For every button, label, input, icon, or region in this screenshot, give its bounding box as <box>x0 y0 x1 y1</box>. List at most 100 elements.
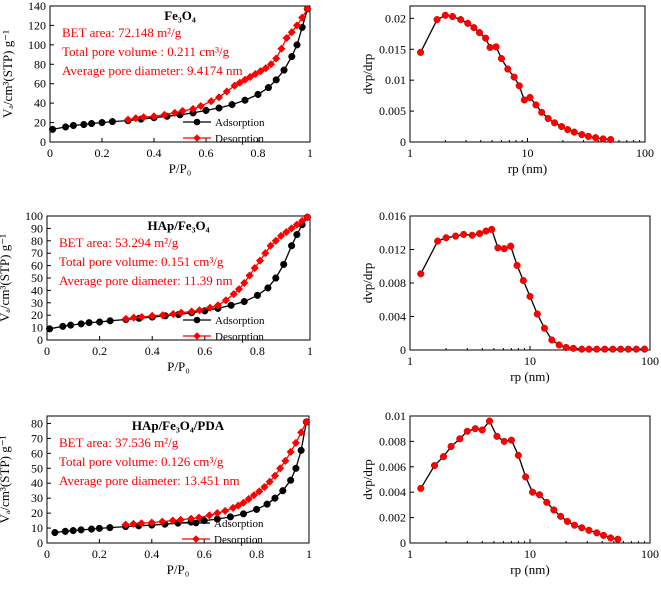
data-point <box>187 307 196 316</box>
data-point <box>87 525 96 533</box>
x-tick-label: 0.6 <box>199 146 214 160</box>
y-tick-label: 10 <box>31 321 43 335</box>
x-tick-label: 0.6 <box>197 344 212 358</box>
data-point <box>609 345 617 353</box>
data-point <box>251 69 260 79</box>
y-axis-label: dvp/drp <box>360 459 375 499</box>
data-point <box>570 521 579 529</box>
data-point <box>417 270 425 278</box>
y-tick-label: 40 <box>31 476 43 490</box>
data-point <box>46 325 54 333</box>
data-point <box>240 278 249 288</box>
data-point <box>282 33 291 43</box>
data-point <box>77 320 85 328</box>
chart-iso1: 0 20 40 60 80 100 120 140 0 0.2 0.4 0.6 0.8 1 P/P₀ Vₐ/c… <box>0 0 313 176</box>
y-tick-label: 0 <box>400 536 406 550</box>
data-point <box>513 261 521 269</box>
annotation-text: BET area: 72.148 m²/g <box>62 25 182 40</box>
data-point <box>227 301 235 309</box>
y-tick-label: 80 <box>34 57 46 71</box>
data-point <box>250 263 259 273</box>
data-point <box>433 16 441 24</box>
legend-marker <box>192 519 200 527</box>
x-axis-label: rp (nm) <box>510 369 549 384</box>
data-point <box>158 517 167 526</box>
data-point <box>282 227 291 237</box>
data-point <box>176 308 186 317</box>
data-point <box>441 11 449 19</box>
y-tick-label: 20 <box>31 506 43 520</box>
data-point <box>59 322 67 330</box>
y-tick-label: 0.012 <box>379 243 406 257</box>
data-point <box>456 435 464 443</box>
data-point <box>303 213 312 222</box>
y-tick-label: 0 <box>37 333 43 347</box>
data-point <box>617 345 625 353</box>
data-point <box>494 244 502 252</box>
data-point <box>493 432 501 440</box>
data-point <box>475 29 484 37</box>
data-point <box>80 120 88 129</box>
x-tick-label: 10 <box>524 547 536 561</box>
annotation-text: Average pore diameter: 11.39 nm <box>59 273 233 288</box>
data-point <box>585 345 593 353</box>
data-point <box>585 526 593 534</box>
x-axis-label: P/P₀ <box>167 359 190 374</box>
y-tick-label: 70 <box>31 431 43 445</box>
data-point <box>526 93 534 102</box>
data-point <box>106 524 114 532</box>
data-point <box>452 232 460 240</box>
data-point <box>207 97 216 106</box>
data-point <box>570 128 578 136</box>
y-tick-label: 20 <box>34 116 46 130</box>
data-point <box>249 491 259 500</box>
data-point <box>557 512 565 520</box>
data-point <box>261 64 270 73</box>
data-point <box>507 242 515 250</box>
data-point <box>515 82 523 90</box>
y-axis-label: Vₐ/cm³(STP) g⁻¹ <box>0 435 12 523</box>
data-point <box>276 464 285 473</box>
data-point <box>457 16 465 24</box>
y-tick-label: 20 <box>31 308 43 322</box>
chart-psd1: 0 0.005 0.01 0.015 0.02 1 10 100 rp (nm) dvp/drp <box>360 5 654 176</box>
data-point <box>239 510 248 518</box>
data-point <box>297 446 305 454</box>
plot-frame <box>409 415 651 544</box>
data-point <box>640 345 649 353</box>
data-point <box>288 242 296 250</box>
legend-marker <box>193 134 201 142</box>
data-point <box>51 528 59 537</box>
data-point <box>632 345 640 353</box>
data-point <box>67 321 75 329</box>
y-tick-label: 50 <box>31 271 43 285</box>
data-point <box>49 125 57 133</box>
data-point <box>235 78 244 87</box>
x-tick-label: 100 <box>636 146 654 160</box>
data-point <box>507 436 515 444</box>
data-point <box>526 292 534 300</box>
data-point <box>514 451 522 459</box>
y-tick-label: 0.008 <box>379 434 406 448</box>
data-point <box>271 494 279 502</box>
data-point <box>286 447 295 457</box>
data-point <box>222 87 231 96</box>
data-point <box>240 298 248 306</box>
data-point <box>532 101 540 109</box>
chart-psd2: 0 0.004 0.008 0.012 0.016 1 10 100 rp (nm) dvp/dr… <box>360 209 659 384</box>
data-point <box>442 234 450 242</box>
data-point <box>447 442 455 451</box>
data-point <box>230 81 239 90</box>
y-tick-label: 0.01 <box>385 409 406 423</box>
data-point <box>593 529 601 537</box>
data-point <box>302 417 311 427</box>
data-point <box>497 54 505 63</box>
x-tick-label: 0 <box>44 344 50 358</box>
data-point <box>562 343 570 352</box>
data-point <box>214 93 224 102</box>
x-axis-label: P/P₀ <box>167 562 190 577</box>
data-point <box>555 341 563 349</box>
data-point <box>239 498 248 507</box>
data-point <box>108 118 116 126</box>
